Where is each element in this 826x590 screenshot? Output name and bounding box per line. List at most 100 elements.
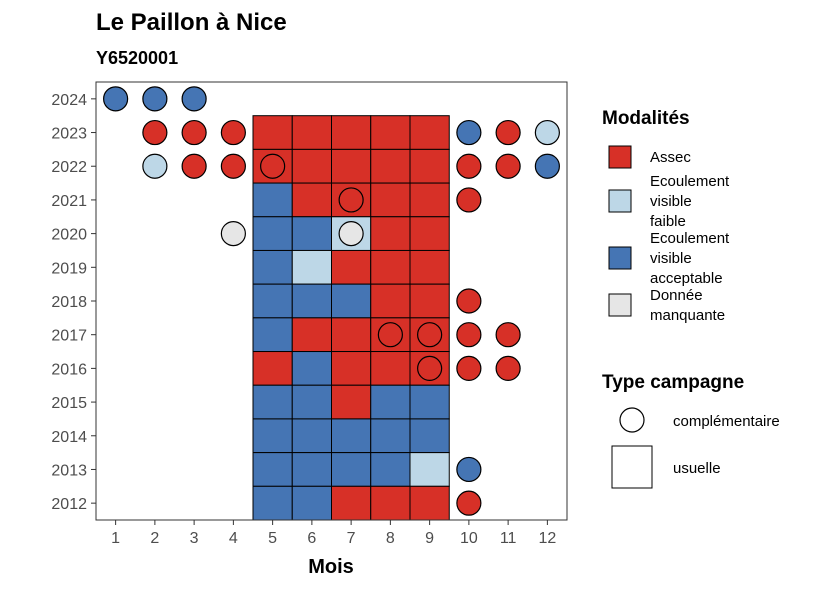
legend-modalites-title: Modalités [602,108,690,129]
tile-2017-5 [252,317,293,353]
point-2017-9 [417,322,443,348]
tile-2019-5 [252,249,293,285]
x-tick-label: 6 [307,530,316,547]
tile-2015-6 [291,384,332,420]
tile-2013-8 [370,452,411,487]
tile-2013-5 [252,452,293,487]
tile-2019-8 [370,249,411,285]
tile-2018-9 [409,283,450,319]
point-2017-11 [495,322,521,348]
y-tick-label: 2019 [51,260,87,277]
y-tick-label: 2023 [51,126,87,143]
point-2024-3 [181,86,207,112]
tile-2023-9 [409,115,450,150]
y-tick-label: 2020 [51,227,87,244]
legend-key-assec [608,145,632,169]
legend-key-faible [608,189,632,213]
x-tick-label: 7 [347,530,356,547]
tile-2023-7 [331,115,372,150]
legend-campagne-title: Type campagne [602,372,744,393]
point-2023-4 [220,119,246,146]
chart-subtitle: Y6520001 [96,48,178,68]
tile-2012-5 [252,485,293,521]
tile-2013-9 [409,452,450,487]
tile-2022-6 [291,148,332,184]
tile-2020-9 [409,216,450,251]
tile-2017-7 [331,317,372,353]
point-2021-7 [338,187,364,213]
chart-title: Le Paillon à Nice [96,9,287,36]
point-2022-2 [142,153,168,179]
legend-label-acceptable: visible [650,250,692,267]
tile-2016-7 [331,351,372,386]
point-2021-10 [456,187,482,213]
x-tick-label: 11 [500,530,517,547]
tile-2018-5 [252,283,293,319]
tile-2018-7 [331,283,372,319]
point-2016-10 [456,355,482,381]
tile-2014-7 [331,418,372,454]
x-axis-title: Mois [308,556,354,578]
y-tick-label: 2014 [51,429,87,446]
tile-2012-7 [331,485,372,521]
tile-2020-6 [291,216,332,251]
x-axis: 1 2 3 4 5 6 7 8 9 10 11 12 [111,520,556,547]
tile-2012-6 [291,485,332,521]
tile-2019-9 [409,249,450,285]
tile-2020-8 [370,216,411,251]
tile-2013-7 [331,452,372,487]
y-axis: 2012 2013 2014 2015 2016 2017 2018 2019 2020 2021… [51,92,96,513]
x-tick-label: 9 [425,530,434,547]
x-tick-label: 5 [268,530,277,547]
tile-2015-5 [252,384,293,420]
tile-2017-6 [291,317,332,353]
point-2022-3 [181,153,207,179]
y-tick-label: 2012 [51,496,87,513]
point-2022-11 [495,153,521,179]
point-2017-10 [456,322,482,348]
legend-label-acceptable: Ecoulement [650,230,730,247]
tile-2015-9 [409,384,450,420]
y-tick-label: 2017 [51,328,87,345]
tile-2020-5 [252,216,293,251]
legend-key-complementaire [619,407,645,433]
point-2020-4 [220,221,246,247]
tile-2015-8 [370,384,411,420]
tile-2022-9 [409,148,450,184]
tile-2014-9 [409,418,450,454]
x-tick-label: 3 [190,530,199,547]
point-2022-10 [456,153,482,179]
y-tick-label: 2021 [51,193,87,210]
tile-2021-6 [291,182,332,218]
tile-2023-8 [370,115,411,150]
point-2012-10 [456,490,482,516]
plot-area [103,86,560,521]
point-2023-3 [181,119,207,146]
x-tick-label: 4 [229,530,238,547]
point-2024-2 [142,86,168,112]
point-2023-11 [495,119,521,146]
point-2017-8 [377,322,403,348]
tile-2022-7 [331,148,372,184]
tile-2016-8 [370,351,411,386]
legend-label-assec: Assec [650,149,691,166]
x-tick-label: 10 [460,530,478,547]
legend-modalites: AssecEcoulementvisiblefaibleEcoulementvi… [608,145,730,324]
point-2022-4 [220,153,246,179]
tile-2016-5 [252,351,293,386]
legend-label-faible: faible [650,213,686,230]
point-2016-9 [417,355,443,381]
legend-label-usuelle: usuelle [673,460,721,477]
y-tick-label: 2018 [51,294,87,311]
tile-2014-8 [370,418,411,454]
tile-2019-6 [291,249,332,285]
legend-label-complementaire: complémentaire [673,413,780,430]
y-tick-label: 2016 [51,361,87,378]
legend-label-manquante: manquante [650,307,725,324]
point-2018-10 [456,288,482,314]
tile-2018-8 [370,283,411,319]
legend-label-manquante: Donnée [650,287,703,304]
tile-2021-5 [252,182,293,218]
tile-2021-9 [409,182,450,218]
y-tick-label: 2022 [51,159,87,176]
